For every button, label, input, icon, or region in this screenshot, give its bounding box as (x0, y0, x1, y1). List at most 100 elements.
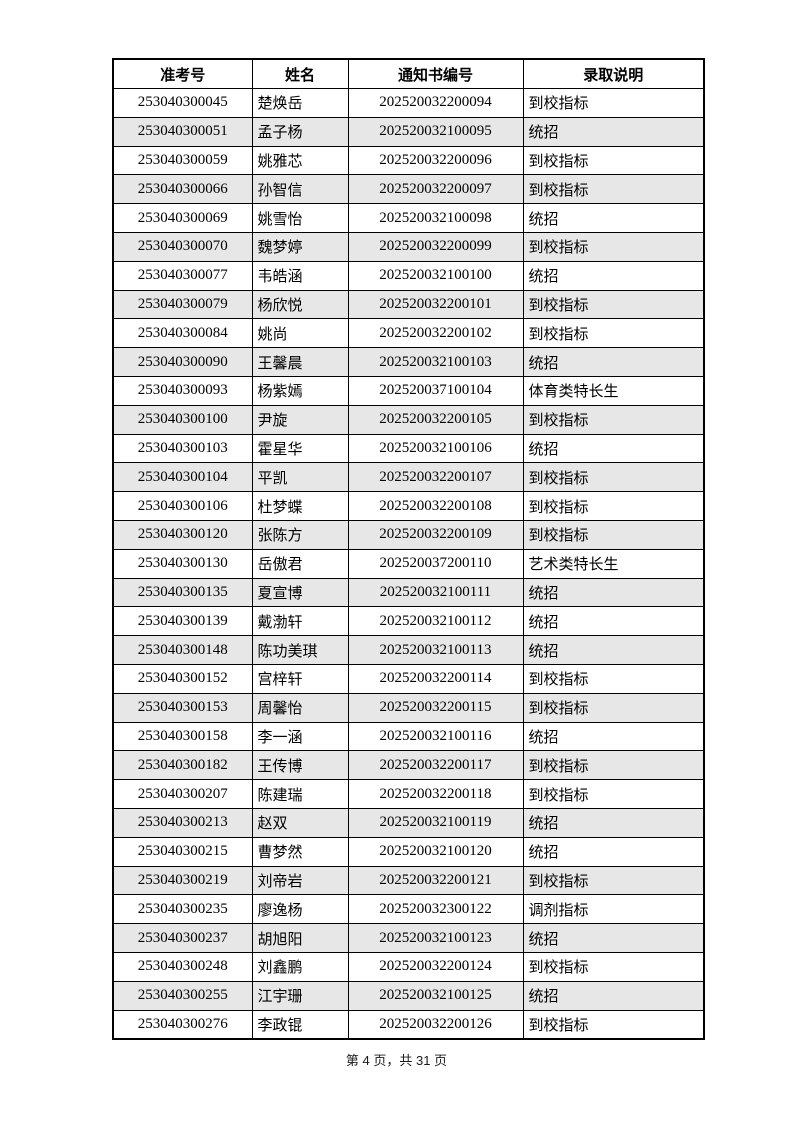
admission-table: 准考号 姓名 通知书编号 录取说明 253040300045 楚焕岳 2025200… (112, 58, 705, 1041)
admission-note-cell: 统招 (522, 807, 705, 838)
name-cell: 戴渤轩 (251, 606, 349, 637)
admission-note-cell: 到校指标 (522, 519, 705, 550)
name-cell: 王馨晨 (251, 347, 349, 377)
name-cell: 张陈方 (251, 519, 349, 550)
exam-number-cell: 253040300255 (112, 980, 253, 1011)
admission-note-cell: 到校指标 (522, 663, 705, 694)
name-cell: 李一涵 (251, 721, 349, 752)
table-row: 253040300051 孟子杨 202520032100095 统招 (112, 116, 705, 147)
table-row: 253040300135 夏宣博 202520032100111 统招 (112, 577, 705, 608)
name-cell: 尹旋 (251, 404, 349, 435)
notice-number-cell: 202520037200110 (347, 548, 524, 579)
exam-number-cell: 253040300069 (112, 203, 253, 233)
notice-number-cell: 202520032100113 (347, 635, 524, 665)
admission-note-cell: 统招 (522, 980, 705, 1011)
name-cell: 刘鑫鹏 (251, 951, 349, 982)
name-cell: 姚雅芯 (251, 145, 349, 176)
table-row: 253040300059 姚雅芯 202520032200096 到校指标 (112, 145, 705, 176)
exam-number-cell: 253040300100 (112, 404, 253, 435)
table-row: 253040300084 姚尚 202520032200102 到校指标 (112, 318, 705, 349)
table-row: 253040300066 孙智信 202520032200097 到校指标 (112, 174, 705, 205)
name-cell: 霍星华 (251, 433, 349, 464)
admission-note-cell: 统招 (522, 347, 705, 377)
admission-note-cell: 到校指标 (522, 692, 705, 723)
exam-number-cell: 253040300120 (112, 519, 253, 550)
col-header-admission-note: 录取说明 (522, 58, 705, 89)
name-cell: 刘帝岩 (251, 865, 349, 896)
notice-number-cell: 202520032200114 (347, 663, 524, 694)
notice-number-cell: 202520032100125 (347, 980, 524, 1011)
name-cell: 李政锟 (251, 1009, 349, 1040)
exam-number-cell: 253040300148 (112, 635, 253, 665)
notice-number-cell: 202520032100111 (347, 577, 524, 608)
notice-number-cell: 202520032100123 (347, 923, 524, 953)
table-row: 253040300069 姚雪怡 202520032100098 统招 (112, 203, 705, 233)
exam-number-cell: 253040300070 (112, 231, 253, 262)
name-cell: 杨紫嫣 (251, 375, 349, 406)
notice-number-cell: 202520032200105 (347, 404, 524, 435)
col-header-notice-number: 通知书编号 (347, 58, 524, 89)
notice-number-cell: 202520032200108 (347, 491, 524, 521)
name-cell: 江宇珊 (251, 980, 349, 1011)
name-cell: 曹梦然 (251, 836, 349, 867)
exam-number-cell: 253040300045 (112, 88, 253, 118)
col-header-exam-number: 准考号 (112, 58, 253, 89)
name-cell: 韦皓涵 (251, 260, 349, 291)
name-cell: 岳傲君 (251, 548, 349, 579)
notice-number-cell: 202520032200121 (347, 865, 524, 896)
table-row: 253040300237 胡旭阳 202520032100123 统招 (112, 923, 705, 953)
exam-number-cell: 253040300248 (112, 951, 253, 982)
notice-number-cell: 202520032300122 (347, 894, 524, 925)
admission-note-cell: 统招 (522, 721, 705, 752)
exam-number-cell: 253040300215 (112, 836, 253, 867)
exam-number-cell: 253040300079 (112, 289, 253, 320)
name-cell: 孟子杨 (251, 116, 349, 147)
exam-number-cell: 253040300093 (112, 375, 253, 406)
exam-number-cell: 253040300235 (112, 894, 253, 925)
exam-number-cell: 253040300237 (112, 923, 253, 953)
table-body: 253040300045 楚焕岳 202520032200094 到校指标 253040… (112, 88, 705, 1040)
exam-number-cell: 253040300106 (112, 491, 253, 521)
notice-number-cell: 202520032200102 (347, 318, 524, 349)
admission-note-cell: 到校指标 (522, 289, 705, 320)
admission-note-cell: 统招 (522, 203, 705, 233)
admission-note-cell: 到校指标 (522, 1009, 705, 1040)
name-cell: 陈功美琪 (251, 635, 349, 665)
admission-note-cell: 到校指标 (522, 462, 705, 493)
admission-note-cell: 到校指标 (522, 145, 705, 176)
table-row: 253040300276 李政锟 202520032200126 到校指标 (112, 1009, 705, 1040)
exam-number-cell: 253040300139 (112, 606, 253, 637)
table-row: 253040300093 杨紫嫣 202520037100104 体育类特长生 (112, 375, 705, 406)
name-cell: 赵双 (251, 807, 349, 838)
name-cell: 宫梓轩 (251, 663, 349, 694)
exam-number-cell: 253040300152 (112, 663, 253, 694)
notice-number-cell: 202520032100116 (347, 721, 524, 752)
admission-note-cell: 调剂指标 (522, 894, 705, 925)
name-cell: 魏梦婷 (251, 231, 349, 262)
table-row: 253040300235 廖逸杨 202520032300122 调剂指标 (112, 894, 705, 925)
table-row: 253040300077 韦皓涵 202520032100100 统招 (112, 260, 705, 291)
exam-number-cell: 253040300077 (112, 260, 253, 291)
notice-number-cell: 202520032100106 (347, 433, 524, 464)
notice-number-cell: 202520032200096 (347, 145, 524, 176)
name-cell: 平凯 (251, 462, 349, 493)
notice-number-cell: 202520032100095 (347, 116, 524, 147)
table-row: 253040300215 曹梦然 202520032100120 统招 (112, 836, 705, 867)
table-row: 253040300248 刘鑫鹏 202520032200124 到校指标 (112, 951, 705, 982)
col-header-name: 姓名 (251, 58, 349, 89)
exam-number-cell: 253040300158 (112, 721, 253, 752)
notice-number-cell: 202520032200097 (347, 174, 524, 205)
table-row: 253040300255 江宇珊 202520032100125 统招 (112, 980, 705, 1011)
notice-number-cell: 202520032200118 (347, 779, 524, 809)
table-row: 253040300090 王馨晨 202520032100103 统招 (112, 347, 705, 377)
table-row: 253040300207 陈建瑞 202520032200118 到校指标 (112, 779, 705, 809)
notice-number-cell: 202520032200115 (347, 692, 524, 723)
notice-number-cell: 202520032200124 (347, 951, 524, 982)
admission-note-cell: 统招 (522, 577, 705, 608)
table-row: 253040300120 张陈方 202520032200109 到校指标 (112, 519, 705, 550)
notice-number-cell: 202520032200126 (347, 1009, 524, 1040)
name-cell: 杨欣悦 (251, 289, 349, 320)
admission-note-cell: 到校指标 (522, 865, 705, 896)
admission-note-cell: 艺术类特长生 (522, 548, 705, 579)
admission-note-cell: 统招 (522, 836, 705, 867)
